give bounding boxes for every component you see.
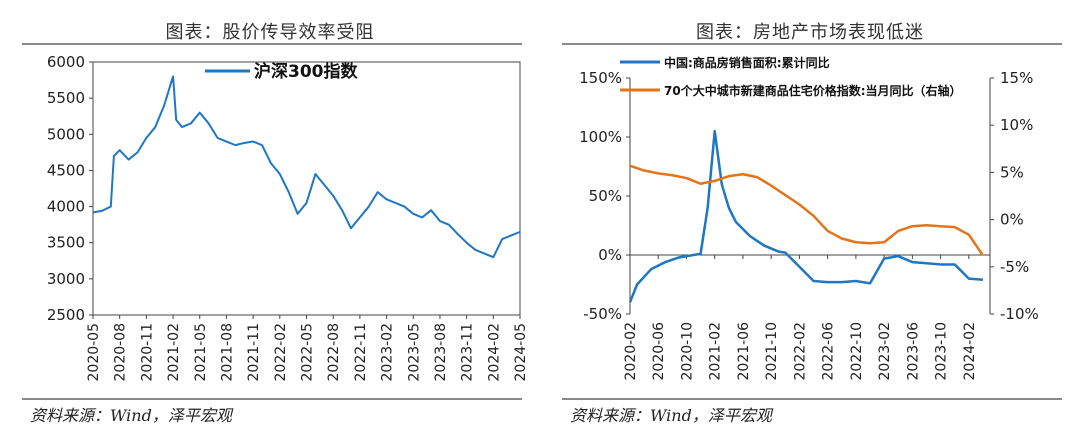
right-legend-label-sales: 中国:商品房销售面积:累计同比	[664, 55, 830, 70]
right-x-tick-label: 2021-10	[764, 322, 780, 381]
right-x-tick-label: 2020-06	[651, 322, 667, 381]
left-x-tick-label: 2023-08	[433, 323, 449, 382]
left-y-tick-label: 3000	[47, 270, 85, 288]
right-y2-tick-label: -10%	[1000, 305, 1039, 323]
left-legend-label: 沪深300指数	[254, 61, 358, 82]
right-y-tick-label: 150%	[579, 69, 622, 87]
left-y-tick-label: 2500	[47, 306, 85, 324]
left-x-tick-label: 2022-11	[353, 323, 369, 382]
right-x-tick-label: 2023-02	[877, 322, 893, 381]
left-x-tick-label: 2021-05	[193, 323, 209, 382]
right-x-tick-label: 2020-10	[679, 322, 695, 381]
right-chart-panel: 图表：房地产市场表现低迷 -50% 0% 50% 100% 150% -10% -5% 0% 5…	[540, 0, 1080, 443]
left-chart-svg: 2500 3000 3500 4000 4500 5000 5500 6000 2020-05 2…	[47, 53, 529, 382]
left-x-tick-label: 2021-11	[246, 323, 262, 382]
right-x-tick-label: 2021-06	[736, 322, 752, 381]
right-chart-svg: -50% 0% 50% 100% 150% -10% -5% 0% 5% 10% 15% 2020-0…	[579, 55, 1039, 381]
left-top-rule	[22, 43, 522, 45]
left-source-note: 资料来源：Wind，泽平宏观	[30, 406, 232, 425]
right-x-tick-label: 2022-06	[821, 322, 837, 381]
right-source-note: 资料来源：Wind，泽平宏观	[570, 406, 772, 425]
right-chart-title: 图表：房地产市场表现低迷	[696, 22, 924, 43]
left-x-tick-label: 2023-02	[380, 323, 396, 382]
right-top-rule	[562, 43, 1062, 45]
right-y-tick-label: 0%	[598, 246, 622, 264]
left-x-tick-label: 2020-11	[139, 323, 155, 382]
left-x-tick-label: 2020-05	[86, 323, 102, 382]
left-plot-frame	[92, 61, 521, 316]
right-x-tick-label: 2023-10	[934, 322, 950, 381]
left-x-tick-label: 2023-05	[406, 323, 422, 382]
right-x-tick-label: 2021-02	[708, 322, 724, 381]
left-x-tick-label: 2021-08	[219, 323, 235, 382]
right-y-tick-label: 50%	[589, 187, 622, 205]
right-y2-tick-label: 15%	[1000, 69, 1033, 87]
right-y2-tick-label: 10%	[1000, 116, 1033, 134]
left-x-tick-label: 2023-11	[460, 323, 476, 382]
right-x-tick-label: 2024-02	[962, 322, 978, 381]
right-x-tick-label: 2023-06	[905, 322, 921, 381]
left-y-tick-label: 4500	[47, 161, 85, 179]
left-x-tick-label: 2022-08	[326, 323, 342, 382]
left-x-tick-label: 2022-02	[273, 323, 289, 382]
right-y2-tick-label: 0%	[1000, 211, 1024, 229]
right-series-price-line	[629, 164, 984, 257]
right-series-sales-line	[628, 129, 984, 303]
left-chart-panel: 图表：股价传导效率受阻 2500 3000 3500 4000 4500 5000 5500…	[22, 22, 529, 425]
right-y-tick-label: 100%	[579, 128, 622, 146]
left-x-tick-label: 2024-02	[486, 323, 502, 382]
left-x-tick-label: 2024-05	[513, 323, 529, 382]
left-y-tick-label: 4000	[47, 198, 85, 216]
left-y-tick-label: 3500	[47, 234, 85, 252]
left-x-tick-label: 2020-08	[113, 323, 129, 382]
right-x-tick-label: 2020-02	[623, 322, 639, 381]
right-y-tick-label: -50%	[583, 305, 622, 323]
left-y-tick-label: 6000	[47, 53, 85, 71]
left-bottom-rule	[22, 398, 522, 400]
left-y-tick-label: 5500	[47, 89, 85, 107]
right-x-tick-label: 2022-02	[792, 322, 808, 381]
left-series-line	[92, 75, 521, 259]
left-x-tick-label: 2021-02	[166, 323, 182, 382]
right-legend-label-price: 70个大中城市新建商品住宅价格指数:当月同比（右轴）	[664, 83, 962, 98]
right-y2-tick-label: -5%	[1000, 258, 1029, 276]
left-y-tick-label: 5000	[47, 125, 85, 143]
left-chart-title: 图表：股价传导效率受阻	[165, 22, 375, 43]
right-x-tick-label: 2022-10	[849, 322, 865, 381]
left-x-tick-label: 2022-05	[300, 323, 316, 382]
right-bottom-rule	[562, 398, 1062, 400]
right-y2-tick-label: 5%	[1000, 163, 1024, 181]
